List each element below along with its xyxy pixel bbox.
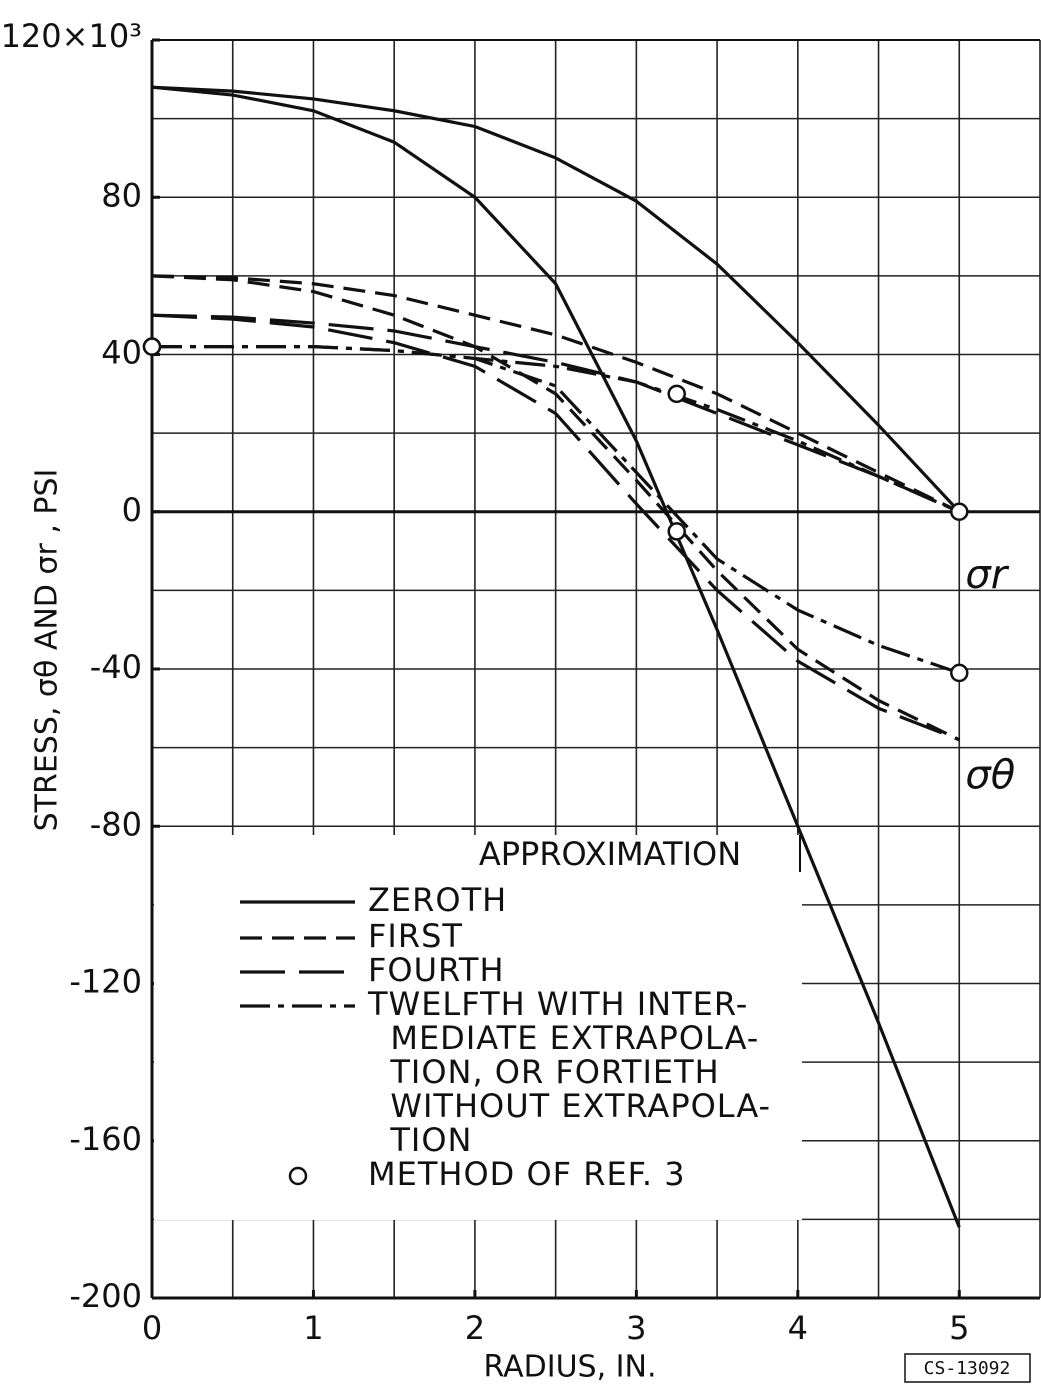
x-tick-label: 2	[465, 1309, 485, 1347]
y-tick-label: 40	[101, 334, 142, 372]
line-series	[151, 85, 961, 513]
legend-label: FOURTH	[368, 951, 505, 989]
legend-label: ZEROTH	[368, 881, 507, 919]
legend-label: TWELFTH WITH INTER- MEDIATE EXTRAPOLA- T…	[367, 985, 771, 1159]
legend-marker	[288, 1166, 308, 1186]
legend-label: METHOD OF REF. 3	[368, 1155, 686, 1193]
legend-label: FIRST	[368, 917, 463, 955]
stamp-box	[904, 1353, 1031, 1383]
y-tick-label: -120	[69, 963, 142, 1001]
y-axis-label: STRESS, σθ AND σr , PSI	[30, 469, 65, 832]
line-series	[151, 313, 960, 742]
stamp: CS-13092	[924, 1358, 1011, 1379]
annotation: σθ	[965, 753, 1015, 799]
y-tick-label: -200	[69, 1277, 142, 1315]
x-tick-label: 5	[949, 1309, 969, 1347]
y-tick-label: -40	[90, 648, 142, 686]
line-series	[151, 274, 960, 742]
ref-point	[950, 502, 969, 521]
y-tick-label: -160	[69, 1120, 142, 1158]
x-tick-label: 0	[142, 1309, 162, 1347]
x-tick-label: 1	[303, 1309, 323, 1347]
y-tick-label: 120×10³	[1, 17, 142, 55]
line-series	[152, 345, 960, 675]
ref-point	[142, 337, 162, 356]
line-series	[152, 345, 960, 514]
y-tick-label: -80	[90, 805, 142, 843]
ref-point	[667, 522, 686, 541]
legend-title: APPROXIMATION	[479, 835, 741, 873]
x-tick-label: 4	[788, 1309, 808, 1347]
y-tick-label: 0	[122, 491, 142, 529]
x-tick-label: 3	[626, 1309, 646, 1347]
annotation: σr	[965, 552, 1009, 598]
ref-point	[667, 384, 686, 404]
legend-box	[154, 835, 802, 1220]
line-series	[151, 274, 960, 514]
line-series	[151, 313, 960, 514]
x-axis-label: RADIUS, IN.	[484, 1350, 657, 1385]
line-series	[151, 85, 961, 1228]
y-tick-label: 80	[101, 176, 142, 214]
ref-point	[950, 663, 969, 683]
